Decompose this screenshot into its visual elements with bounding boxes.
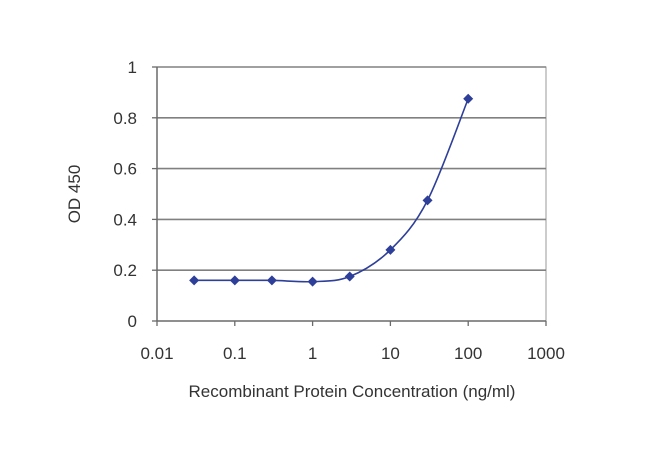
y-tick-label: 0.4 — [113, 210, 137, 229]
series — [189, 93, 474, 287]
data-point — [229, 275, 240, 286]
data-point — [307, 276, 318, 287]
plot-frame — [156, 66, 547, 322]
data-point — [266, 275, 277, 286]
x-tick-label: 1 — [308, 344, 317, 363]
x-tick-label: 100 — [454, 344, 482, 363]
x-tick-label: 0.01 — [140, 344, 173, 363]
y-tick-label: 0 — [128, 312, 137, 331]
series-line — [194, 98, 469, 283]
data-point — [189, 275, 200, 286]
y-tick-label: 0.6 — [113, 160, 137, 179]
gridlines — [157, 66, 546, 272]
x-tick-label: 1000 — [527, 344, 565, 363]
data-point — [385, 244, 396, 255]
data-point — [344, 271, 355, 282]
x-axis-ticks: 0.01 0.1 1 10 100 1000 — [140, 321, 565, 363]
y-tick-label: 0.2 — [113, 261, 137, 280]
plot-area: 0 0.2 0.4 0.6 0.8 1 0.01 0.1 1 10 100 1000 — [113, 58, 565, 363]
x-tick-label: 0.1 — [223, 344, 247, 363]
data-point — [463, 93, 474, 104]
y-axis-title: OD 450 — [65, 165, 84, 224]
x-axis-title: Recombinant Protein Concentration (ng/ml… — [189, 382, 516, 401]
x-tick-label: 10 — [381, 344, 400, 363]
y-axis-ticks: 0 0.2 0.4 0.6 0.8 1 — [113, 58, 157, 331]
y-tick-label: 0.8 — [113, 109, 137, 128]
y-tick-label: 1 — [128, 58, 137, 77]
data-point — [422, 195, 433, 206]
